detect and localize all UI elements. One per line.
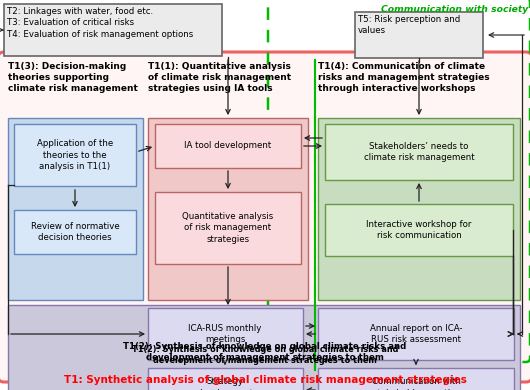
Text: Communication with society: Communication with society: [381, 5, 528, 14]
Bar: [148, 118, 308, 300]
Text: Quantitative analysis
of risk management
strategies: Quantitative analysis of risk management…: [182, 213, 273, 244]
Text: T1(2): Synthesis of knowledge on global climate risks and
development of managem: T1(2): Synthesis of knowledge on global …: [132, 345, 398, 365]
Text: Application of the
theories to the
analysis in T1(1): Application of the theories to the analy…: [37, 139, 113, 170]
Bar: [148, 368, 303, 390]
Bar: [155, 124, 301, 168]
Bar: [148, 308, 303, 360]
Text: Annual report on ICA-
RUS risk assessment: Annual report on ICA- RUS risk assessmen…: [370, 324, 462, 344]
Text: T1: Synthetic analysis of global climate risk management strategies: T1: Synthetic analysis of global climate…: [64, 375, 466, 385]
Bar: [318, 308, 514, 360]
Bar: [155, 192, 301, 264]
Bar: [14, 210, 136, 254]
Bar: [318, 118, 520, 300]
Text: T1(3): Decision-making
theories supporting
climate risk management: T1(3): Decision-making theories supporti…: [8, 62, 138, 93]
Bar: [14, 124, 136, 186]
Bar: [8, 118, 143, 300]
Bar: [325, 124, 513, 180]
FancyBboxPatch shape: [0, 52, 530, 382]
Text: IA tool development: IA tool development: [184, 142, 271, 151]
Text: Stakeholders’ needs to
climate risk management: Stakeholders’ needs to climate risk mana…: [364, 142, 474, 162]
Bar: [4, 4, 222, 56]
Bar: [325, 204, 513, 256]
Bar: [355, 12, 483, 58]
Text: T1(2): Synthesis of knowledge on global climate risks and
development of managem: T1(2): Synthesis of knowledge on global …: [123, 342, 407, 362]
Text: Communication with
stakeholders on the
annual report: Communication with stakeholders on the a…: [372, 378, 461, 390]
Text: Interactive workshop for
risk communication: Interactive workshop for risk communicat…: [366, 220, 472, 240]
Text: ICA-RUS monthly
meetings: ICA-RUS monthly meetings: [188, 324, 262, 344]
Text: T1(1): Quantitative analysis
of climate risk management
strategies using IA tool: T1(1): Quantitative analysis of climate …: [148, 62, 291, 93]
Text: T2: Linkages with water, food etc.
T3: Evaluation of critical risks
T4: Evaluati: T2: Linkages with water, food etc. T3: E…: [7, 7, 193, 39]
Text: T1(4): Communication of climate
risks and management strategies
through interact: T1(4): Communication of climate risks an…: [318, 62, 490, 93]
Text: Review of normative
decision theories: Review of normative decision theories: [31, 222, 119, 242]
Text: T5: Risk perception and
values: T5: Risk perception and values: [358, 15, 460, 35]
Text: Strategy
development
framework: Strategy development framework: [197, 378, 253, 390]
Bar: [318, 368, 514, 390]
Bar: [8, 305, 520, 390]
